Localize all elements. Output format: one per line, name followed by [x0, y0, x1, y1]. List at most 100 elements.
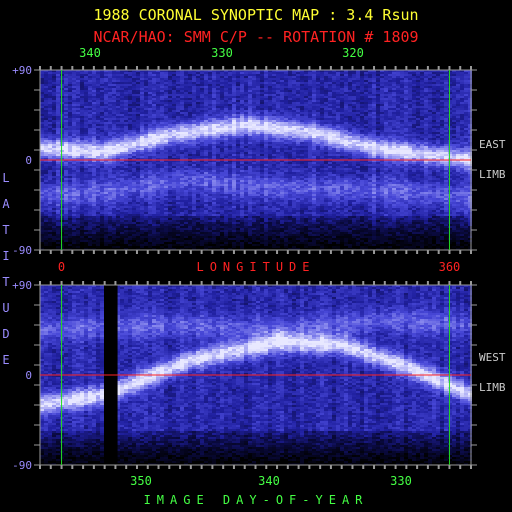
- heat-cell: [180, 138, 184, 140]
- heat-cell: [208, 220, 212, 222]
- heat-cell: [100, 222, 104, 224]
- heat-cell: [120, 226, 124, 228]
- heat-cell: [128, 74, 132, 76]
- heat-cell: [108, 146, 112, 148]
- heat-cell: [200, 222, 204, 224]
- heat-cell: [236, 146, 240, 148]
- heat-cell: [124, 152, 128, 154]
- heat-cell: [204, 174, 208, 176]
- heat-cell: [96, 138, 100, 140]
- heat-cell: [132, 118, 136, 120]
- heat-cell: [196, 176, 200, 178]
- heat-cell: [248, 126, 252, 128]
- heat-cell: [176, 118, 180, 120]
- heat-cell: [220, 192, 224, 194]
- heat-cell: [168, 90, 172, 92]
- heat-cell: [188, 236, 192, 238]
- heat-cell: [220, 94, 224, 96]
- heat-cell: [72, 108, 76, 110]
- heat-cell: [92, 230, 96, 232]
- heat-cell: [56, 82, 60, 84]
- heat-cell: [180, 102, 184, 104]
- heat-cell: [48, 212, 52, 214]
- heat-cell: [228, 78, 232, 80]
- heat-cell: [176, 72, 180, 74]
- heat-cell: [252, 240, 256, 242]
- heat-cell: [92, 216, 96, 218]
- heat-cell: [100, 156, 104, 158]
- heat-cell: [132, 112, 136, 114]
- heat-cell: [172, 226, 176, 228]
- heat-cell: [220, 108, 224, 110]
- heat-cell: [152, 230, 156, 232]
- heat-cell: [56, 200, 60, 202]
- heat-cell: [188, 108, 192, 110]
- heat-cell: [168, 80, 172, 82]
- heat-cell: [208, 242, 212, 244]
- heat-cell: [240, 82, 244, 84]
- heat-cell: [88, 82, 92, 84]
- heat-cell: [100, 92, 104, 94]
- heat-cell: [92, 92, 96, 94]
- heat-cell: [52, 74, 56, 76]
- heat-cell: [184, 224, 188, 226]
- heat-cell: [160, 88, 164, 90]
- heat-cell: [68, 176, 72, 178]
- heat-cell: [84, 116, 88, 118]
- heat-cell: [212, 208, 216, 210]
- heat-cell: [164, 188, 168, 190]
- heat-cell: [140, 80, 144, 82]
- heat-cell: [204, 148, 208, 150]
- heat-cell: [236, 162, 240, 164]
- heat-cell: [232, 194, 236, 196]
- heat-cell: [212, 154, 216, 156]
- heat-cell: [112, 146, 116, 148]
- heat-cell: [188, 84, 192, 86]
- heat-cell: [232, 164, 236, 166]
- heat-cell: [236, 232, 240, 234]
- heat-cell: [44, 174, 48, 176]
- heat-cell: [220, 156, 224, 158]
- heat-cell: [116, 204, 120, 206]
- heat-cell: [164, 232, 168, 234]
- heat-cell: [140, 168, 144, 170]
- heat-cell: [120, 188, 124, 190]
- heat-cell: [40, 216, 44, 218]
- heat-cell: [256, 140, 260, 142]
- heat-cell: [48, 162, 52, 164]
- heat-cell: [172, 88, 176, 90]
- heat-cell: [148, 78, 152, 80]
- heat-cell: [224, 230, 228, 232]
- heat-cell: [232, 80, 236, 82]
- heat-cell: [96, 178, 100, 180]
- heat-cell: [104, 156, 108, 158]
- heat-cell: [200, 72, 204, 74]
- heat-cell: [216, 86, 220, 88]
- heat-cell: [260, 102, 264, 104]
- heat-cell: [76, 206, 80, 208]
- heat-cell: [72, 148, 76, 150]
- heat-cell: [96, 98, 100, 100]
- heat-cell: [212, 174, 216, 176]
- heat-cell: [96, 146, 100, 148]
- heat-cell: [200, 104, 204, 106]
- heat-cell: [216, 72, 220, 74]
- heat-cell: [80, 136, 84, 138]
- heat-cell: [244, 138, 248, 140]
- heat-cell: [124, 222, 128, 224]
- heat-cell: [144, 86, 148, 88]
- heat-cell: [156, 154, 160, 156]
- heat-cell: [208, 136, 212, 138]
- heat-cell: [132, 98, 136, 100]
- heat-cell: [200, 96, 204, 98]
- heat-cell: [112, 174, 116, 176]
- heat-cell: [104, 198, 108, 200]
- heat-cell: [132, 106, 136, 108]
- heat-cell: [116, 86, 120, 88]
- heat-cell: [136, 218, 140, 220]
- heat-cell: [228, 92, 232, 94]
- heat-cell: [72, 228, 76, 230]
- heat-cell: [144, 168, 148, 170]
- heat-cell: [180, 246, 184, 248]
- heat-cell: [132, 194, 136, 196]
